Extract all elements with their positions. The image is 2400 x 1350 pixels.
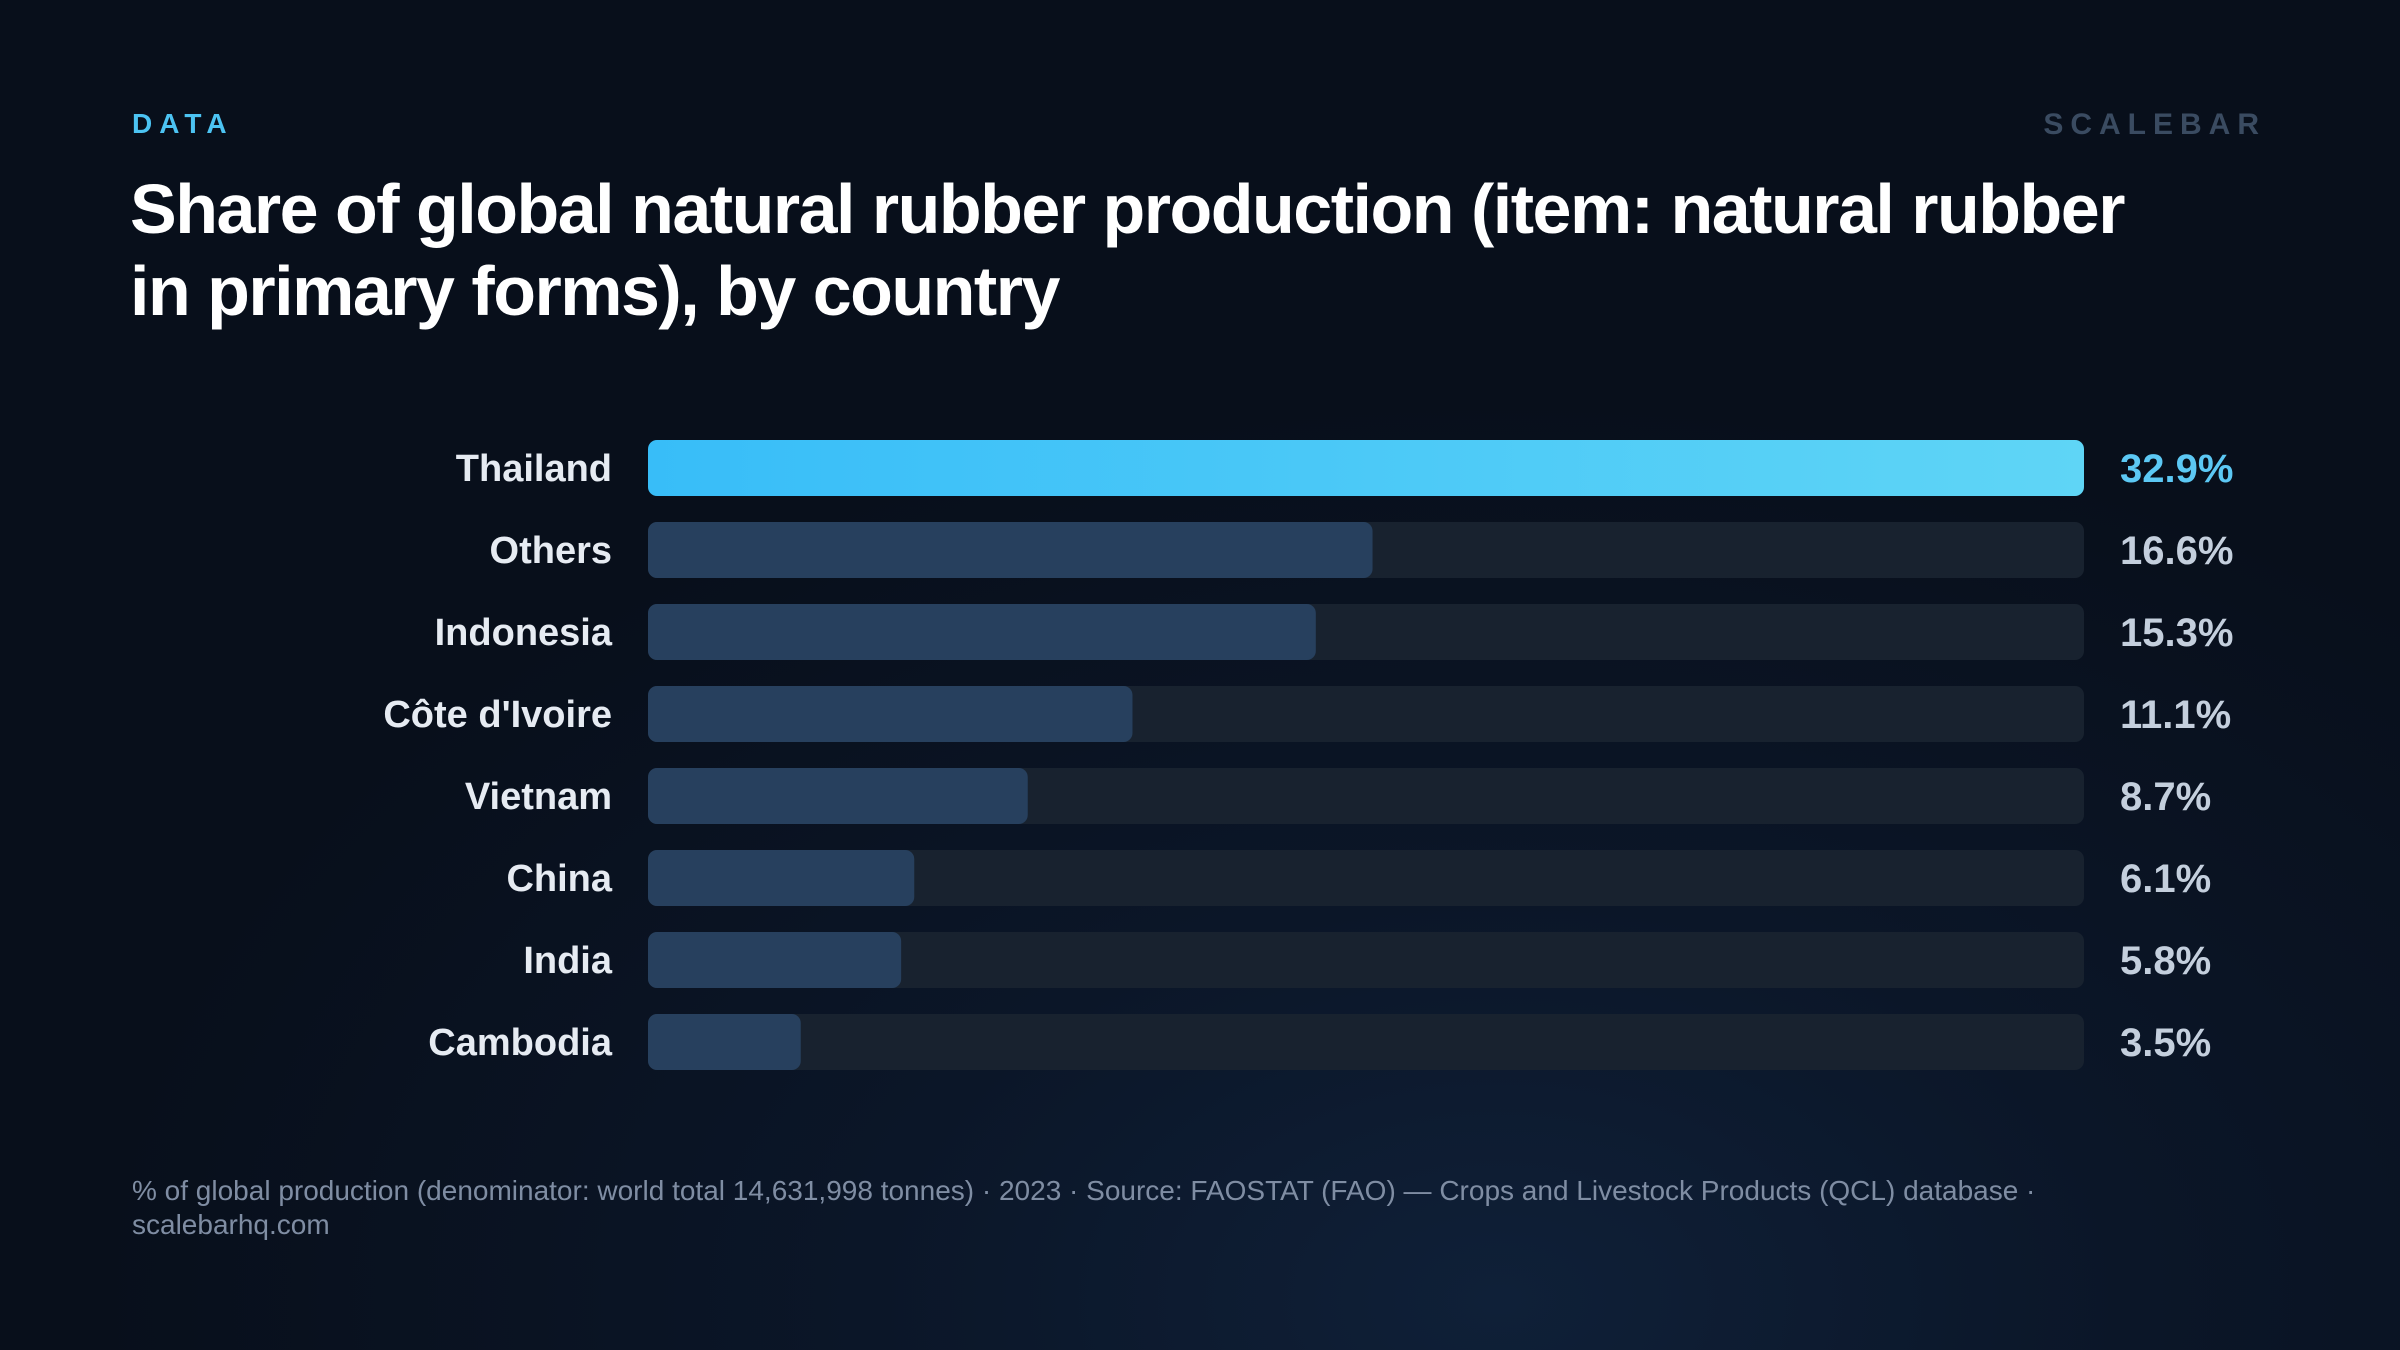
category-label: Cambodia: [428, 1022, 613, 1064]
value-label: 6.1%: [2120, 857, 2211, 901]
value-label: 32.9%: [2120, 447, 2233, 491]
bar-cote-d-ivoire: [648, 686, 1133, 742]
bar-row-others: Others 16.6%: [490, 522, 2233, 578]
bar-row-india: India 5.8%: [523, 932, 2211, 988]
bar-others: [648, 522, 1373, 578]
chart-title: Share of global natural rubber productio…: [130, 170, 2125, 330]
kicker-label: DATA: [132, 108, 234, 139]
bar-indonesia: [648, 604, 1316, 660]
category-label: Indonesia: [435, 612, 613, 654]
bar-row-thailand: Thailand 32.9%: [456, 440, 2233, 496]
value-label: 11.1%: [2120, 693, 2231, 737]
value-label: 5.8%: [2120, 939, 2211, 983]
brand-logo-text: SCALEBAR: [2043, 108, 2266, 141]
bar-vietnam: [648, 768, 1028, 824]
value-label: 8.7%: [2120, 775, 2211, 819]
bar-india: [648, 932, 902, 988]
bar-row-cambodia: Cambodia 3.5%: [428, 1014, 2211, 1070]
bar-track: [648, 1014, 2084, 1070]
bar-thailand: [648, 440, 2084, 496]
bar-cambodia: [648, 1014, 801, 1070]
category-label: Vietnam: [465, 776, 612, 818]
bar-row-china: China 6.1%: [506, 850, 2211, 906]
value-label: 15.3%: [2120, 611, 2233, 655]
bar-track: [648, 850, 2084, 906]
bar-china: [648, 850, 915, 906]
value-label: 16.6%: [2120, 529, 2233, 573]
value-label: 3.5%: [2120, 1021, 2211, 1065]
category-label: China: [506, 858, 612, 900]
bar-row-cote-d-ivoire: Côte d'Ivoire 11.1%: [383, 686, 2231, 742]
bar-row-indonesia: Indonesia 15.3%: [435, 604, 2233, 660]
footnote-source: % of global production (denominator: wor…: [132, 1175, 2036, 1240]
category-label: Thailand: [456, 448, 612, 490]
bar-track: [648, 932, 2084, 988]
category-label: Côte d'Ivoire: [383, 694, 612, 736]
category-label: Others: [490, 530, 612, 572]
bar-row-vietnam: Vietnam 8.7%: [465, 768, 2211, 824]
category-label: India: [523, 940, 613, 982]
